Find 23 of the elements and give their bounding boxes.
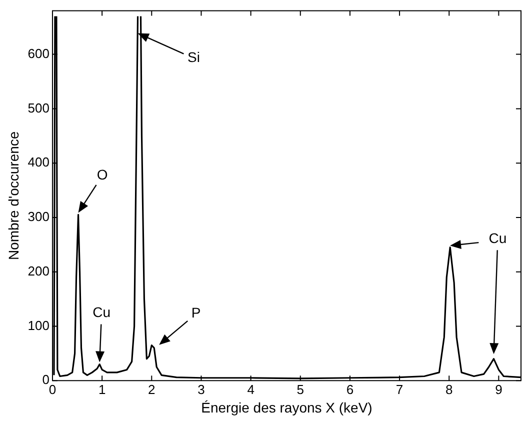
annotation: O xyxy=(96,166,108,183)
y-tick-label: 400 xyxy=(28,154,50,170)
y-tick-label: 300 xyxy=(28,209,50,224)
y-tick-label: 200 xyxy=(28,263,50,278)
annotation: P xyxy=(191,304,201,321)
x-axis-title: Énergie des rayons X (keV) xyxy=(201,399,372,416)
x-tick-label: 8 xyxy=(445,382,453,397)
x-tick-label: 7 xyxy=(396,382,404,397)
x-tick-label: 5 xyxy=(296,382,304,397)
x-tick-label: 3 xyxy=(198,382,205,397)
x-tick-label: 4 xyxy=(247,382,254,397)
y-axis-title: Nombre d'occurence xyxy=(5,131,22,260)
annotation: Cu xyxy=(92,304,111,320)
y-tick-label: 600 xyxy=(28,46,50,61)
y-tick-label: 0 xyxy=(42,372,50,388)
annotation: Cu xyxy=(488,230,507,246)
y-tick-label: 500 xyxy=(28,100,50,116)
y-tick-label: 100 xyxy=(28,318,50,333)
x-tick-label: 1 xyxy=(98,382,106,397)
annotation: Si xyxy=(188,49,200,66)
x-tick-label: 9 xyxy=(495,382,502,397)
x-tick-label: 6 xyxy=(346,382,354,397)
x-tick-label: 2 xyxy=(148,382,156,397)
